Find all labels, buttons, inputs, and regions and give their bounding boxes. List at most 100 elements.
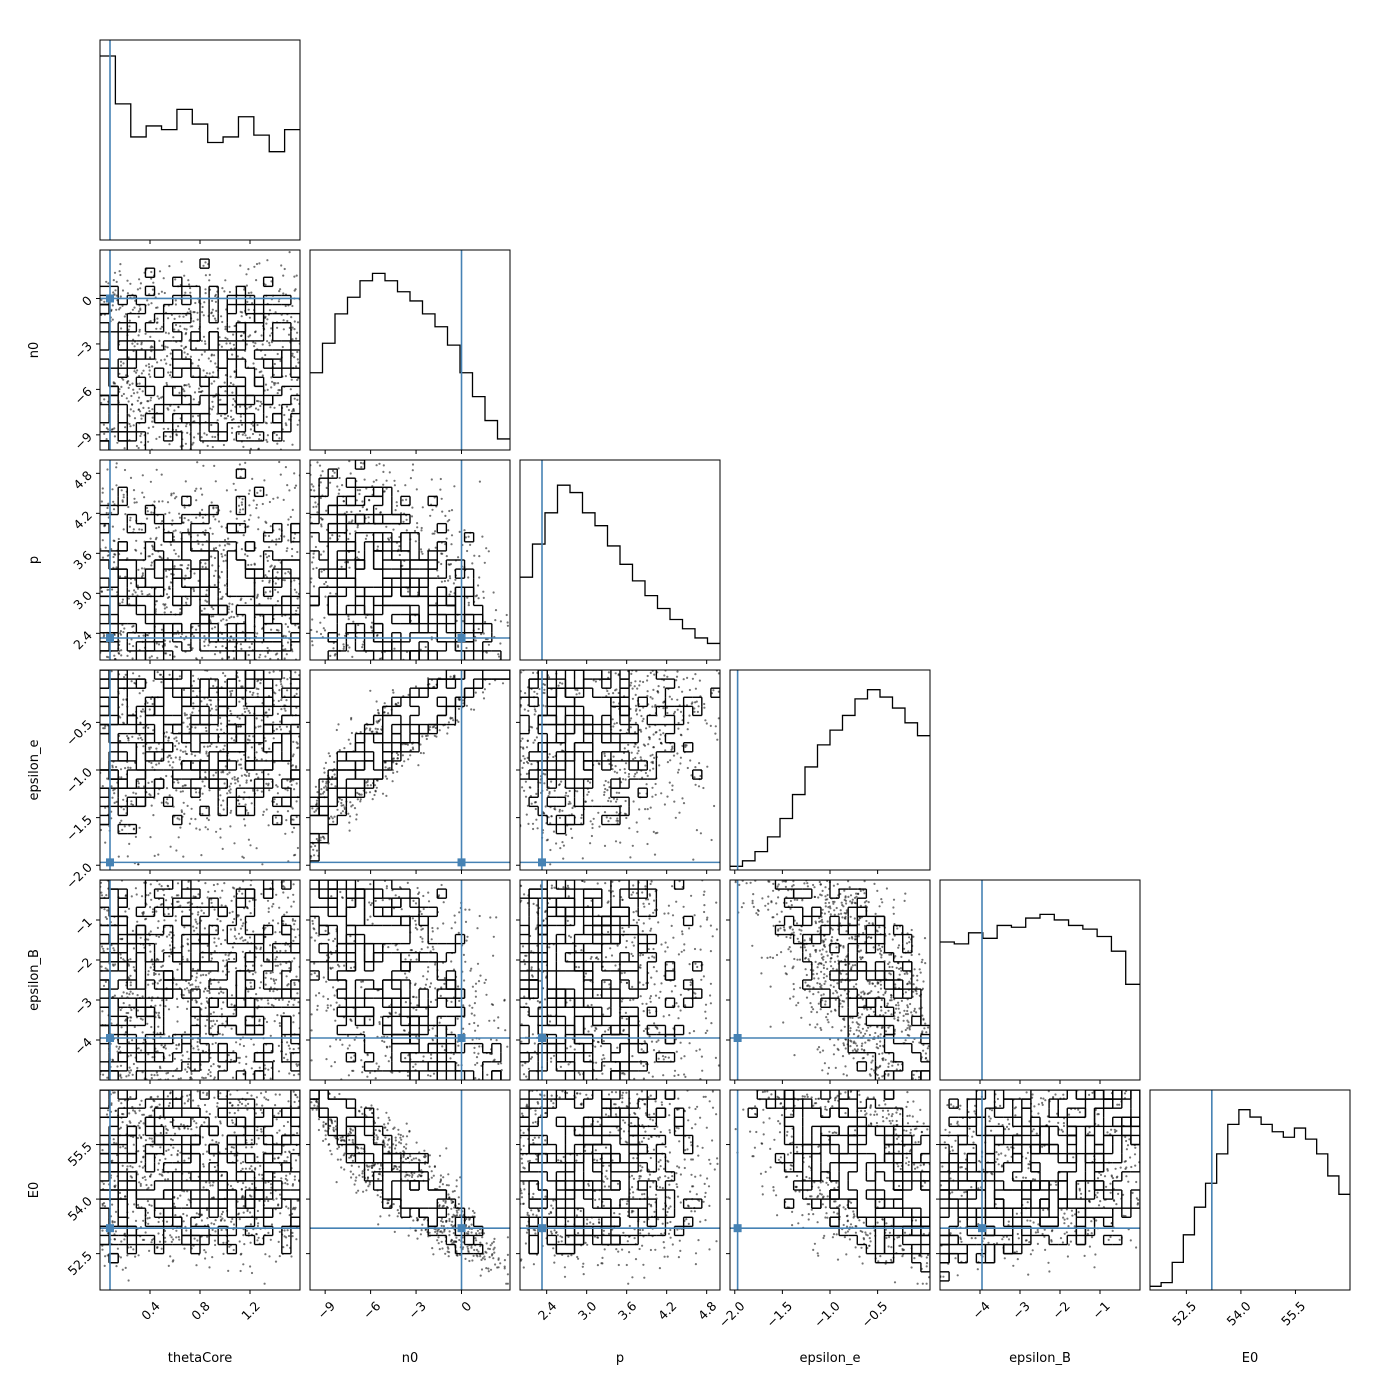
- sample-point: [132, 388, 135, 391]
- sample-point: [348, 460, 351, 463]
- sample-point: [154, 608, 157, 611]
- sample-point: [329, 537, 332, 540]
- sample-point: [254, 342, 257, 345]
- sample-point: [128, 415, 131, 418]
- sample-point: [214, 319, 217, 322]
- sample-point: [321, 518, 324, 521]
- sample-point: [164, 345, 167, 348]
- sample-point: [232, 397, 235, 401]
- sample-point: [115, 280, 118, 283]
- sample-point: [310, 628, 313, 632]
- sample-point: [394, 509, 397, 512]
- sample-point: [224, 559, 228, 562]
- sample-point: [279, 473, 282, 476]
- sample-point: [200, 548, 203, 551]
- sample-point: [167, 332, 170, 335]
- sample-point: [393, 479, 396, 482]
- sample-point: [179, 611, 182, 614]
- sample-point: [239, 419, 242, 422]
- sample-point: [244, 461, 247, 464]
- sample-point: [445, 537, 448, 540]
- sample-point: [180, 633, 184, 636]
- sample-point: [261, 343, 264, 346]
- sample-point: [290, 378, 293, 381]
- panel-p-vs-thetaCore: [99, 459, 301, 661]
- sample-point: [454, 578, 457, 581]
- sample-point: [347, 615, 350, 618]
- sample-point: [319, 496, 322, 500]
- sample-point: [268, 344, 271, 347]
- sample-point: [204, 342, 207, 345]
- sample-point: [274, 582, 277, 585]
- sample-point: [337, 492, 340, 495]
- sample-point: [482, 596, 485, 600]
- sample-point: [200, 339, 203, 342]
- sample-point: [259, 400, 262, 403]
- sample-point: [194, 489, 197, 492]
- sample-point: [447, 529, 450, 532]
- sample-point: [201, 493, 204, 496]
- sample-point: [395, 504, 399, 507]
- sample-point: [136, 288, 139, 291]
- sample-point: [195, 487, 198, 490]
- sample-point: [201, 305, 204, 309]
- sample-point: [218, 336, 221, 339]
- sample-point: [178, 516, 182, 519]
- sample-point: [119, 360, 123, 363]
- sample-point: [264, 574, 267, 577]
- sample-point: [129, 519, 132, 522]
- sample-point: [137, 315, 140, 318]
- sample-point: [136, 342, 139, 345]
- sample-point: [287, 418, 291, 421]
- sample-point: [202, 464, 205, 467]
- sample-point: [196, 534, 199, 537]
- sample-point: [440, 580, 443, 583]
- sample-point: [278, 537, 281, 541]
- sample-point: [467, 535, 470, 538]
- sample-point: [220, 525, 223, 528]
- sample-point: [152, 281, 155, 284]
- sample-point: [136, 399, 139, 402]
- sample-point: [149, 375, 152, 378]
- sample-point: [192, 635, 195, 638]
- sample-point: [331, 469, 335, 472]
- sample-point: [130, 638, 133, 641]
- sample-point: [424, 645, 427, 649]
- sample-point: [138, 278, 141, 281]
- sample-point: [185, 328, 188, 331]
- sample-point: [131, 403, 134, 406]
- sample-point: [269, 525, 272, 528]
- sample-point: [259, 653, 262, 656]
- sample-point: [151, 346, 154, 349]
- sample-point: [482, 632, 485, 635]
- sample-point: [321, 470, 324, 473]
- sample-point: [121, 623, 124, 627]
- sample-point: [240, 647, 243, 651]
- sample-point: [113, 539, 116, 543]
- sample-point: [132, 392, 136, 395]
- sample-point: [247, 308, 250, 311]
- sample-point: [387, 537, 390, 540]
- sample-point: [121, 304, 124, 307]
- sample-point: [437, 561, 440, 564]
- sample-point: [440, 562, 443, 566]
- sample-point: [441, 552, 444, 555]
- sample-point: [143, 496, 146, 499]
- sample-point: [346, 644, 349, 647]
- sample-point: [237, 425, 240, 428]
- sample-point: [122, 631, 125, 634]
- sample-point: [243, 288, 246, 291]
- sample-point: [276, 392, 279, 395]
- sample-point: [122, 362, 125, 365]
- sample-point: [238, 523, 241, 527]
- sample-point: [187, 383, 190, 386]
- sample-point: [169, 363, 172, 366]
- sample-point: [161, 520, 164, 523]
- sample-point: [212, 405, 215, 408]
- sample-point: [159, 327, 162, 330]
- sample-point: [111, 318, 114, 321]
- sample-point: [280, 264, 283, 267]
- sample-point: [229, 342, 232, 345]
- sample-point: [189, 325, 192, 328]
- sample-point: [141, 592, 144, 596]
